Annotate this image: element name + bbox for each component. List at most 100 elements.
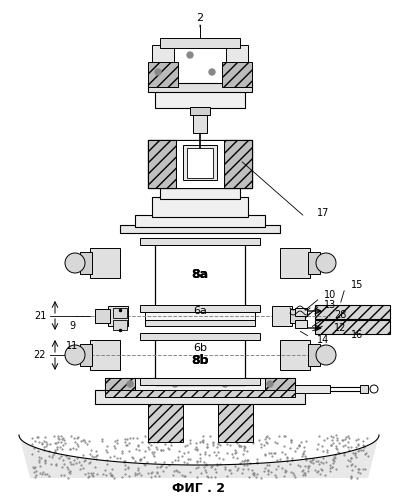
Point bbox=[144, 443, 151, 451]
Point bbox=[52, 439, 59, 447]
Text: ФИГ . 2: ФИГ . 2 bbox=[172, 482, 226, 495]
Point bbox=[41, 446, 47, 454]
Point bbox=[345, 432, 351, 440]
Point bbox=[268, 449, 274, 457]
Point bbox=[287, 444, 293, 452]
Point bbox=[29, 451, 35, 459]
Point bbox=[125, 447, 132, 455]
Point bbox=[272, 438, 279, 446]
Point bbox=[72, 438, 78, 446]
Bar bbox=[176, 140, 224, 188]
Bar bbox=[95, 390, 305, 404]
Point bbox=[148, 473, 154, 481]
Point bbox=[31, 468, 37, 476]
Point bbox=[73, 459, 80, 467]
Point bbox=[50, 452, 57, 460]
Point bbox=[242, 437, 248, 445]
Point bbox=[193, 458, 200, 466]
Point bbox=[355, 468, 361, 476]
Point bbox=[94, 451, 101, 459]
Bar bbox=[224, 140, 252, 188]
Point bbox=[110, 452, 117, 460]
Bar bbox=[290, 309, 305, 323]
Point bbox=[233, 448, 239, 456]
Point bbox=[283, 467, 289, 475]
Point bbox=[203, 468, 209, 476]
Point bbox=[214, 460, 220, 468]
Point bbox=[42, 458, 49, 466]
Bar bbox=[218, 402, 253, 442]
Point bbox=[60, 434, 66, 442]
Point bbox=[55, 454, 62, 462]
Point bbox=[125, 463, 132, 471]
Point bbox=[343, 462, 350, 470]
Point bbox=[62, 439, 68, 447]
Point bbox=[100, 470, 106, 478]
Point bbox=[55, 438, 62, 446]
Point bbox=[365, 452, 371, 460]
Point bbox=[235, 465, 241, 473]
Point bbox=[196, 438, 203, 446]
Point bbox=[328, 441, 334, 449]
Point bbox=[200, 432, 206, 440]
Point bbox=[288, 439, 294, 447]
Text: 6a: 6a bbox=[193, 306, 207, 316]
Point bbox=[220, 433, 227, 441]
Point bbox=[289, 457, 296, 465]
Point bbox=[153, 438, 160, 446]
Point bbox=[203, 462, 209, 470]
Point bbox=[182, 442, 188, 450]
Point bbox=[154, 432, 160, 440]
Point bbox=[147, 441, 154, 449]
Point bbox=[138, 456, 144, 464]
Point bbox=[251, 471, 258, 479]
Point bbox=[90, 453, 97, 461]
Point bbox=[319, 442, 326, 450]
Point bbox=[254, 455, 260, 463]
Point bbox=[335, 448, 341, 456]
Point bbox=[39, 440, 45, 448]
Point bbox=[264, 439, 271, 447]
Point bbox=[122, 438, 128, 446]
Bar bbox=[152, 197, 248, 217]
Point bbox=[67, 445, 74, 453]
Point bbox=[348, 472, 355, 480]
Point bbox=[34, 433, 40, 441]
Bar bbox=[265, 378, 295, 392]
Bar bbox=[113, 308, 127, 318]
Point bbox=[150, 450, 156, 458]
Point bbox=[264, 432, 271, 440]
Point bbox=[241, 446, 247, 454]
Point bbox=[203, 440, 210, 448]
Point bbox=[41, 443, 47, 451]
Circle shape bbox=[127, 381, 133, 387]
Point bbox=[53, 461, 59, 469]
Point bbox=[32, 468, 39, 476]
Point bbox=[52, 448, 58, 456]
Bar bbox=[155, 240, 245, 310]
Point bbox=[216, 454, 222, 462]
Point bbox=[206, 451, 212, 459]
Point bbox=[58, 471, 64, 479]
Bar bbox=[140, 305, 260, 312]
Point bbox=[336, 439, 342, 447]
Point bbox=[316, 460, 323, 468]
Text: 15: 15 bbox=[351, 280, 363, 290]
Point bbox=[58, 452, 64, 460]
Point bbox=[80, 464, 86, 472]
Point bbox=[324, 434, 330, 442]
Point bbox=[201, 466, 208, 474]
Point bbox=[181, 472, 187, 480]
Point bbox=[135, 441, 141, 449]
Point bbox=[210, 441, 217, 449]
Point bbox=[57, 433, 64, 441]
Bar bbox=[90, 340, 120, 370]
Point bbox=[199, 437, 205, 445]
Point bbox=[302, 469, 308, 477]
Point bbox=[41, 433, 48, 441]
Point bbox=[336, 449, 342, 457]
Point bbox=[46, 447, 52, 455]
Point bbox=[122, 436, 128, 444]
Point bbox=[184, 459, 191, 467]
Point bbox=[210, 439, 216, 447]
